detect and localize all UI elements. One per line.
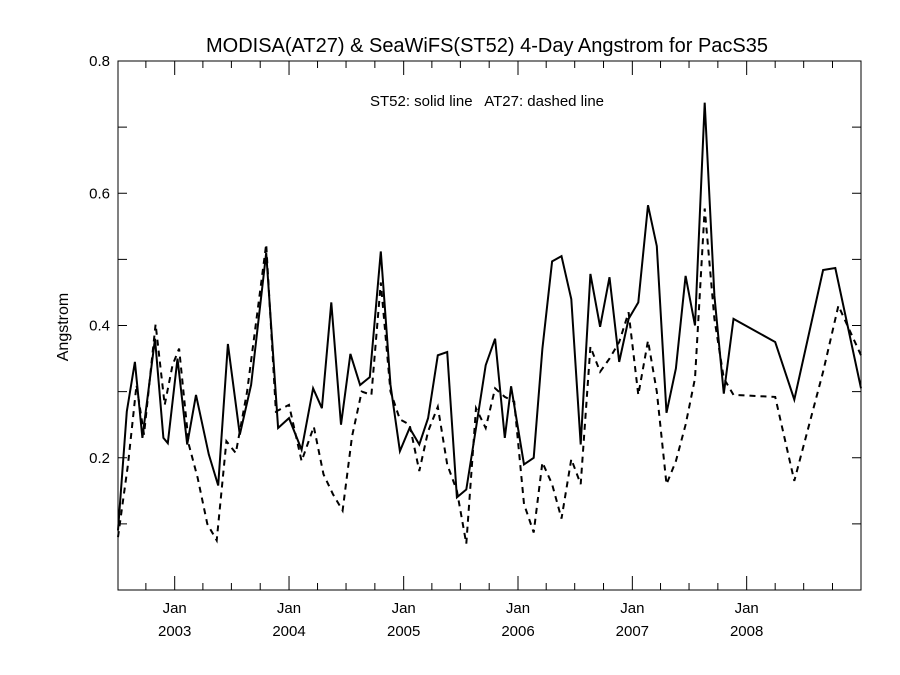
x-axis: Jan 2003 Jan 2004 Jan 2005 Jan 2006 Jan 2007 Jan 20…: [145, 61, 833, 640]
x-tick-label-year: 2005: [387, 623, 420, 640]
x-tick-label-year: 2003: [158, 623, 191, 640]
y-axis: 0.2 0.4 0.6 0.8: [89, 53, 861, 525]
y-axis-label: Angstrom: [55, 293, 72, 361]
x-tick-label-year: 2006: [501, 623, 534, 640]
chart-title: MODISA(AT27) & SeaWiFS(ST52) 4-Day Angst…: [206, 35, 768, 57]
series-line-solid: [117, 102, 862, 531]
y-tick-label: 0.4: [89, 318, 110, 335]
x-tick-label-year: 2007: [616, 623, 649, 640]
y-tick-label: 0.8: [89, 53, 110, 70]
x-tick-label-year: 2004: [272, 623, 305, 640]
plot-frame: [117, 60, 862, 591]
y-tick-label: 0.2: [89, 450, 110, 467]
x-tick-label-year: 2008: [730, 623, 763, 640]
series-line-dashed: [117, 208, 862, 544]
x-tick-label-month: Jan: [392, 600, 416, 617]
x-tick-label-month: Jan: [277, 600, 301, 617]
x-tick-label-month: Jan: [163, 600, 187, 617]
series-layer: [117, 102, 862, 544]
x-tick-label-month: Jan: [506, 600, 530, 617]
x-tick-label-month: Jan: [735, 600, 759, 617]
y-tick-label: 0.6: [89, 185, 110, 202]
x-tick-label-month: Jan: [620, 600, 644, 617]
series-legend-note: ST52: solid line AT27: dashed line: [370, 93, 604, 110]
